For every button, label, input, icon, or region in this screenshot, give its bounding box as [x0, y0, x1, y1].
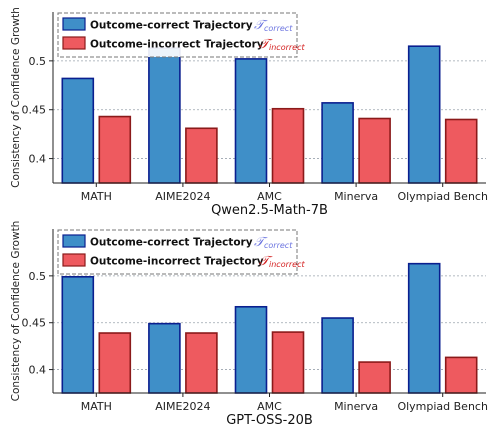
x-tick-label: Olympiad Bench	[397, 190, 488, 203]
chart-panel-1: 0.4 0.45 0.5 MATH AIME2024 AMC Minerva Olympiad…	[10, 7, 488, 218]
x-axis-title: GPT-OSS-20B	[226, 413, 313, 428]
y-tick-label: 0.45	[22, 104, 47, 117]
x-tick-label: AMC	[257, 190, 282, 203]
y-tick-label: 0.5	[29, 55, 47, 68]
bar-correct	[148, 47, 181, 184]
bar-correct	[61, 275, 95, 394]
bar-incorrect	[358, 361, 391, 394]
legend-subscript: incorrect	[269, 43, 305, 52]
y-tick-label: 0.4	[29, 153, 47, 166]
x-tick-label: Olympiad Bench	[397, 400, 488, 413]
legend-label: Outcome-incorrect Trajectory	[90, 256, 264, 268]
bar-correct	[61, 77, 95, 184]
x-axis-title: Qwen2.5-Math-7B	[211, 203, 328, 218]
legend-label: Outcome-incorrect Trajectory	[90, 39, 264, 51]
bar-incorrect	[444, 118, 478, 184]
bar-correct	[321, 317, 354, 394]
bar-correct	[148, 322, 181, 394]
x-tick-label: AIME2024	[155, 400, 210, 413]
x-tick-label: AMC	[257, 400, 282, 413]
bar-correct	[407, 45, 441, 184]
legend-label: Outcome-correct Trajectory	[90, 237, 253, 249]
legend-subscript: incorrect	[269, 260, 305, 269]
bar-incorrect	[98, 115, 132, 184]
y-tick-label: 0.5	[29, 270, 47, 283]
bar-incorrect	[271, 107, 305, 184]
bar-correct	[407, 262, 441, 394]
bar-incorrect	[185, 127, 218, 184]
legend-subscript: correct	[264, 241, 293, 250]
x-tick-label: MATH	[81, 190, 112, 203]
x-tick-label: MATH	[81, 400, 112, 413]
x-tick-label: Minerva	[334, 190, 378, 203]
legend-label: Outcome-correct Trajectory	[90, 20, 253, 32]
chart-panel-2: 0.4 0.45 0.5 MATH AIME2024 AMC Minerva Olympiad…	[10, 221, 488, 428]
bar-incorrect	[185, 332, 218, 394]
bar-correct	[321, 102, 354, 184]
bar-correct	[234, 305, 268, 394]
bar-incorrect	[271, 331, 305, 394]
y-axis-title: Consistency of Confidence Growth	[10, 221, 22, 402]
bar-incorrect	[98, 332, 132, 394]
y-tick-label: 0.4	[29, 364, 47, 377]
bar-correct	[234, 58, 268, 184]
legend-swatch	[62, 17, 86, 31]
legend-swatch	[62, 36, 86, 50]
legend-swatch	[62, 234, 86, 248]
bar-incorrect	[444, 356, 478, 394]
bar-incorrect	[358, 117, 391, 184]
y-tick-label: 0.45	[22, 317, 47, 330]
legend-swatch	[62, 253, 86, 267]
legend-subscript: correct	[264, 24, 293, 33]
legend-box	[57, 229, 298, 275]
x-tick-label: AIME2024	[155, 190, 210, 203]
y-axis-title: Consistency of Confidence Growth	[10, 7, 22, 188]
legend-box	[57, 12, 298, 58]
x-tick-label: Minerva	[334, 400, 378, 413]
